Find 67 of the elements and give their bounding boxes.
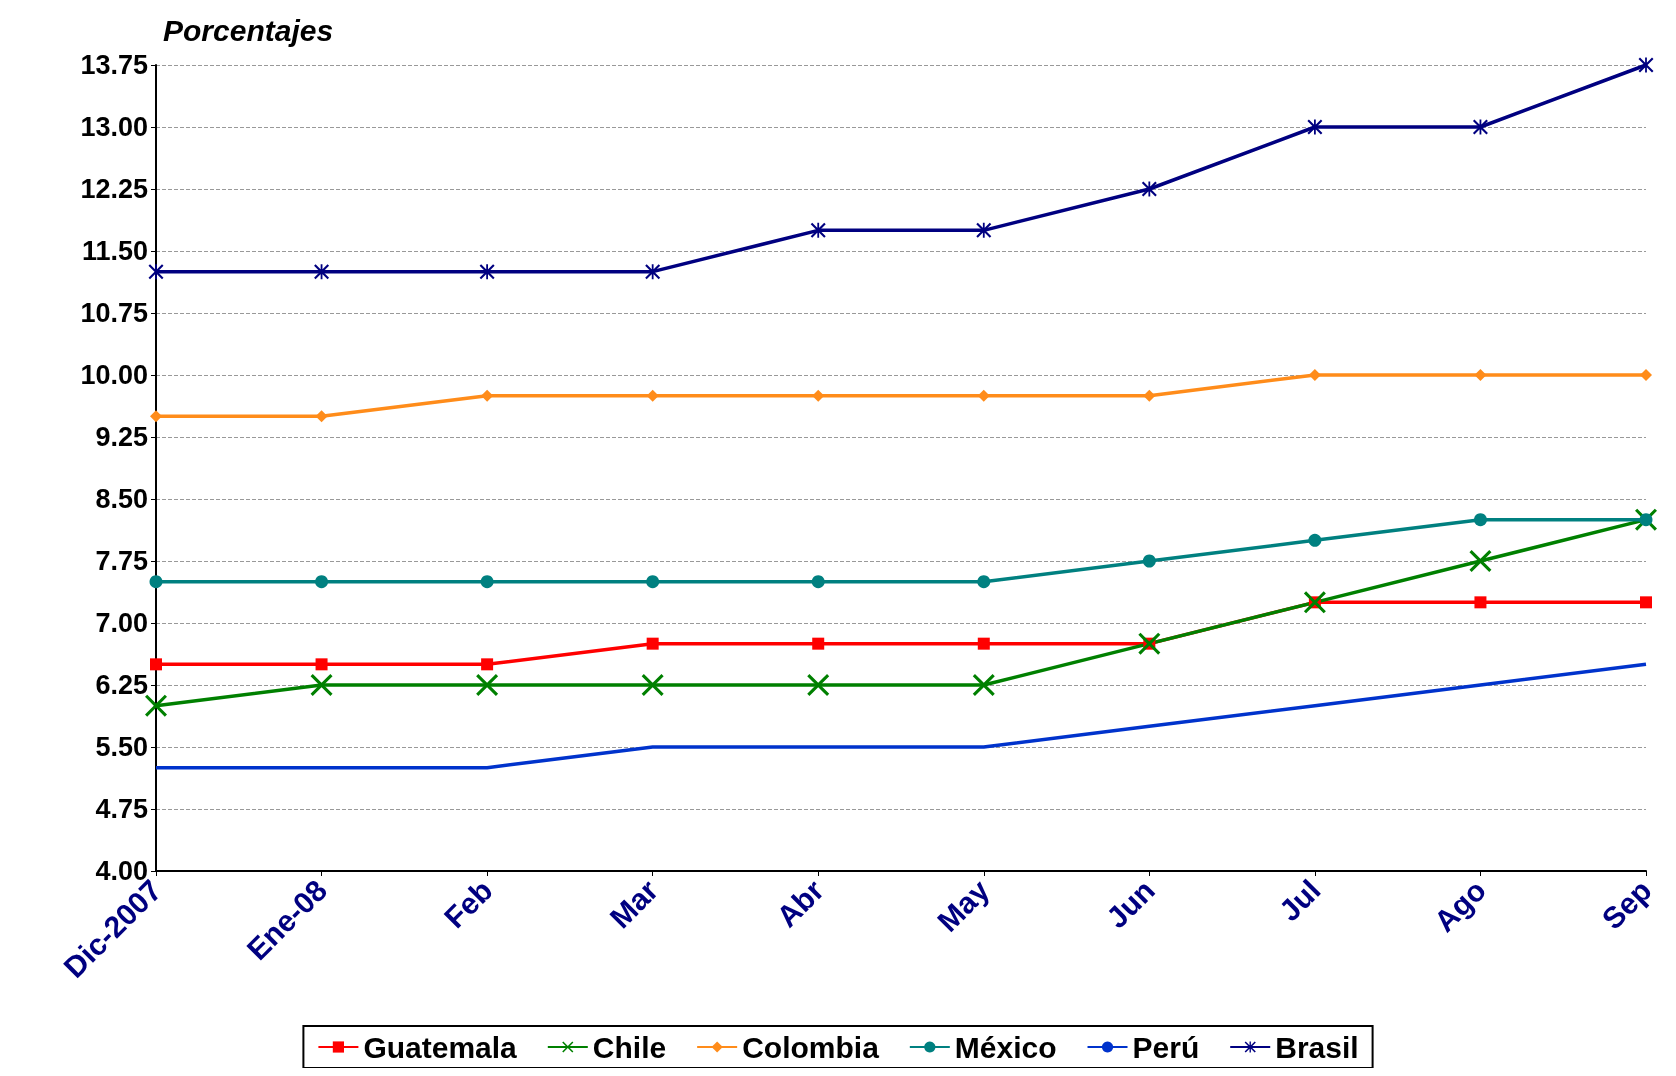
- y-tick-label: 4.75: [95, 794, 148, 824]
- y-tick-label: 13.00: [80, 112, 148, 142]
- point: [315, 658, 328, 671]
- point: [148, 264, 164, 280]
- y-tick-label: 9.25: [95, 422, 148, 452]
- y-tick-label: 13.75: [80, 50, 148, 80]
- y-tick-label: 10.00: [80, 360, 148, 390]
- y-tick-label: 10.75: [80, 298, 148, 328]
- legend-label: Brasil: [1275, 1030, 1359, 1064]
- point: [1138, 632, 1161, 655]
- point: [1638, 57, 1654, 73]
- x-tick-label: Ago: [1427, 873, 1493, 938]
- point: [1142, 554, 1156, 568]
- x-tick-label: Abr: [770, 873, 831, 934]
- x-tick-label: Jul: [1272, 873, 1327, 928]
- y-tick-label: 7.75: [95, 546, 148, 576]
- x-tick-label: Feb: [437, 873, 499, 935]
- point: [150, 658, 162, 671]
- point: [811, 575, 825, 589]
- point: [977, 637, 990, 650]
- point: [149, 575, 163, 589]
- point: [310, 674, 333, 696]
- point: [1303, 591, 1326, 614]
- y-tick-label: 12.25: [80, 174, 148, 204]
- x-tick-label: Jun: [1099, 873, 1161, 935]
- point: [1640, 369, 1652, 381]
- point: [810, 222, 826, 238]
- point: [1141, 181, 1157, 197]
- point: [476, 674, 499, 696]
- y-tick-label: 11.50: [81, 236, 148, 266]
- point: [1640, 596, 1652, 609]
- point: [1474, 596, 1487, 609]
- point: [150, 410, 162, 423]
- point: [315, 575, 329, 589]
- y-tick-label: 7.00: [95, 608, 148, 638]
- point: [1469, 550, 1492, 572]
- legend-label: Perú: [1132, 1030, 1200, 1064]
- legend-label: Colombia: [742, 1030, 880, 1064]
- point: [807, 674, 830, 696]
- y-axis-title: Porcentajes: [163, 13, 334, 47]
- point: [1473, 513, 1487, 527]
- point: [646, 575, 660, 589]
- legend-label: México: [954, 1030, 1057, 1064]
- point: [972, 674, 995, 696]
- point: [646, 637, 659, 650]
- point: [479, 264, 495, 280]
- x-tick-label: Mar: [603, 873, 665, 935]
- x-tick-label: May: [930, 873, 996, 938]
- y-tick-label: 8.50: [95, 484, 148, 514]
- point: [1307, 119, 1323, 135]
- y-tick-label: 6.25: [95, 670, 148, 700]
- legend-label: Chile: [592, 1030, 667, 1064]
- point: [1143, 389, 1156, 402]
- point: [641, 674, 664, 696]
- y-tick-label: 5.50: [95, 732, 148, 762]
- point: [976, 222, 992, 238]
- line-series: [154, 662, 1648, 770]
- point: [1474, 369, 1487, 381]
- point: [481, 658, 494, 671]
- point: [812, 637, 825, 650]
- point: [145, 694, 167, 717]
- x-tick-label: Sep: [1595, 873, 1658, 936]
- legend-label: Guatemala: [363, 1030, 518, 1064]
- point: [977, 575, 991, 589]
- point: [1308, 533, 1322, 547]
- point: [645, 264, 661, 280]
- point: [480, 575, 494, 589]
